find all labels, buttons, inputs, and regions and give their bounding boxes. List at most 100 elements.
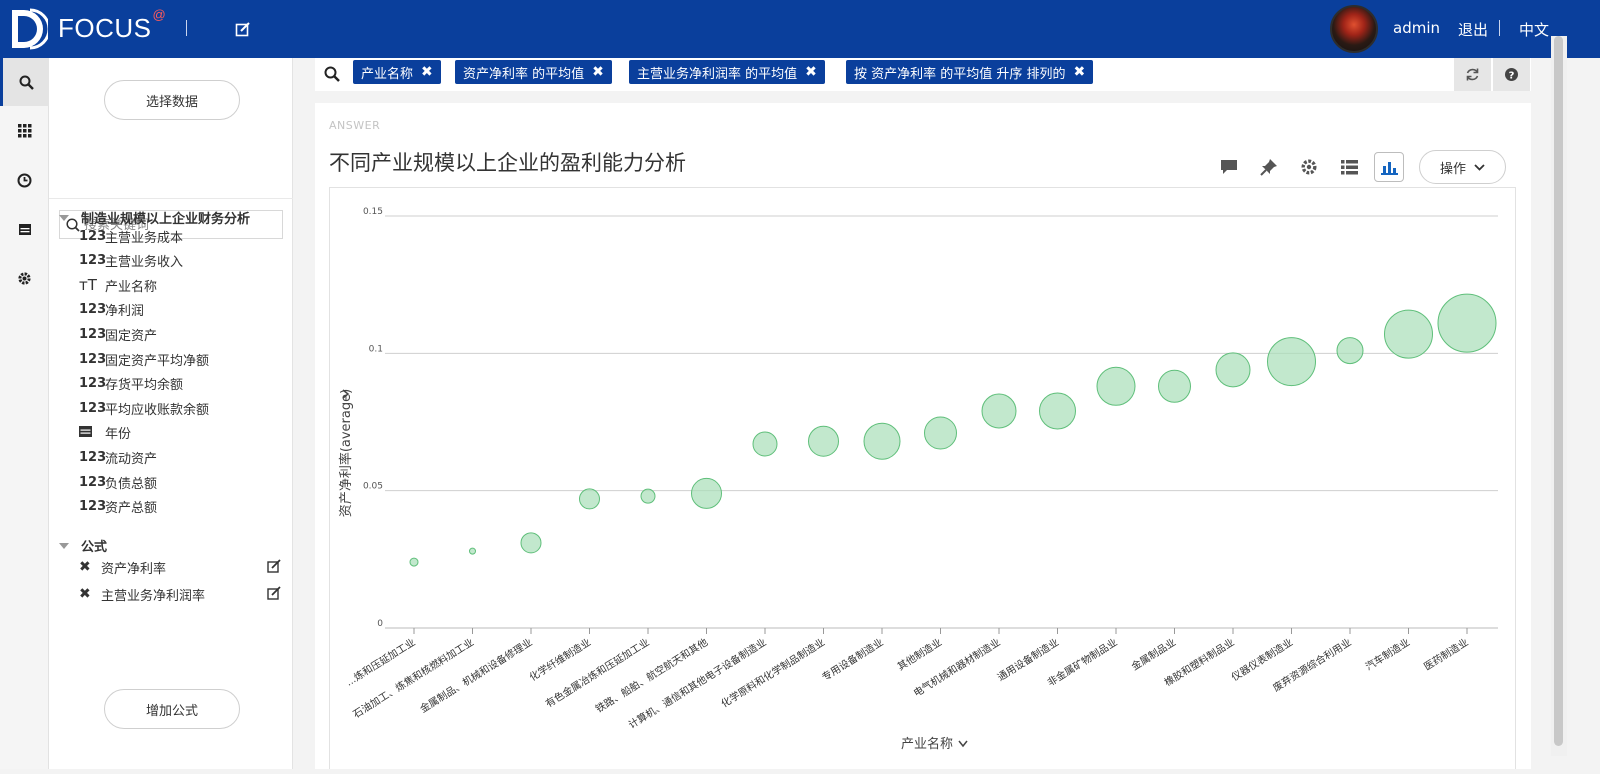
rail-calendar[interactable] xyxy=(0,205,49,253)
x-tick-label: 其他制造业 xyxy=(895,636,944,674)
field-item[interactable]: 123 固定资产平均净额 xyxy=(79,349,209,369)
page-scrollbar[interactable] xyxy=(1551,36,1567,756)
panel-divider xyxy=(49,198,293,199)
query-chip-label: 按 资产净利率 的平均值 升序 排列的 xyxy=(854,66,1066,82)
remove-chip-icon[interactable]: ✖ xyxy=(421,64,433,80)
data-bubble xyxy=(409,557,419,567)
list-icon xyxy=(1340,159,1358,174)
data-bubble xyxy=(640,488,656,504)
username[interactable]: admin xyxy=(1393,19,1440,37)
comment-button[interactable] xyxy=(1214,152,1244,182)
list-view-button[interactable] xyxy=(1334,152,1364,182)
search-icon[interactable] xyxy=(324,66,340,82)
language-switch[interactable]: 中文 xyxy=(1519,21,1550,39)
remove-chip-icon[interactable]: ✖ xyxy=(592,64,604,80)
pin-button[interactable] xyxy=(1254,152,1284,182)
operations-dropdown[interactable]: 操作 xyxy=(1419,150,1506,184)
field-item[interactable]: 123 固定资产 xyxy=(79,324,157,344)
field-item[interactable]: 123 流动资产 xyxy=(79,447,157,467)
numeric-type-icon: 123 xyxy=(79,302,107,318)
query-chip-label: 资产净利率 的平均值 xyxy=(463,66,585,82)
chart-container: 0 0.05 0.1 0.15 ...炼和压延加工业 石油加工、炼焦和核燃料加工业 金属制品… xyxy=(329,187,1516,769)
clock-icon xyxy=(17,173,32,187)
keyword-search-input[interactable] xyxy=(84,215,274,235)
field-item[interactable]: 123 平均应收账款余额 xyxy=(79,398,209,418)
top-header: FOCUS@ admin 退出 中文 xyxy=(0,0,1600,58)
settings-button[interactable] xyxy=(1294,152,1324,182)
bar-chart-icon xyxy=(1380,161,1398,175)
answer-card: ANSWER 不同产业规模以上企业的盈利能力分析 操作 0 0.05 xyxy=(315,103,1531,769)
edit-formula-icon[interactable] xyxy=(267,586,281,600)
edit-formula-icon[interactable] xyxy=(267,559,281,573)
select-data-button[interactable]: 选择数据 xyxy=(104,80,240,120)
focus-logo-icon[interactable] xyxy=(10,8,48,50)
field-name: 产业名称 xyxy=(105,279,158,295)
edit-icon[interactable] xyxy=(235,21,251,37)
formula-item[interactable]: ✖ 主营业务净利润率 xyxy=(79,584,281,604)
data-bubble xyxy=(752,431,778,457)
user-avatar[interactable] xyxy=(1330,5,1378,53)
collapse-triangle-icon xyxy=(59,214,69,221)
query-chip-label: 主营业务净利润率 的平均值 xyxy=(637,66,798,82)
query-chip[interactable]: 产业名称 ✖ xyxy=(353,60,441,84)
table-name: 制造业规模以上企业财务分析 xyxy=(81,212,251,227)
comment-icon xyxy=(1221,160,1237,174)
remove-chip-icon[interactable]: ✖ xyxy=(1073,64,1086,80)
data-bubble xyxy=(863,422,901,460)
data-bubble xyxy=(579,488,600,510)
field-name: 净利润 xyxy=(105,304,145,320)
refresh-button[interactable] xyxy=(1454,58,1491,91)
remove-chip-icon[interactable]: ✖ xyxy=(805,64,817,80)
x-axis-label: 产业名称 xyxy=(901,736,953,752)
numeric-type-icon: 123 xyxy=(79,400,107,416)
numeric-type-icon: 123 xyxy=(79,499,107,515)
help-button[interactable]: ? xyxy=(1493,58,1530,91)
chevron-down-icon[interactable] xyxy=(342,389,350,399)
query-chip[interactable]: 按 资产净利率 的平均值 升序 排列的 ✖ xyxy=(846,60,1094,84)
x-tick-label: 有色金属冶炼和压延加工业 xyxy=(543,636,652,711)
field-item[interactable]: 123 存货平均余额 xyxy=(79,374,183,394)
field-item[interactable]: 123 负债总额 xyxy=(79,472,157,492)
field-item[interactable]: 123 净利润 xyxy=(79,300,144,320)
bubble-chart: 00.050.10.15...炼和压延加工业石油加工、炼焦和核燃料加工业金属制品… xyxy=(338,207,1498,752)
rail-settings[interactable] xyxy=(0,254,49,302)
field-item[interactable]: 123 主营业务收入 xyxy=(79,251,183,271)
rail-history[interactable] xyxy=(0,156,49,204)
numeric-type-icon: 123 xyxy=(79,376,107,392)
rail-search[interactable] xyxy=(0,58,49,106)
formula-item[interactable]: ✖ 资产净利率 xyxy=(79,557,281,577)
delete-formula-icon[interactable]: ✖ xyxy=(79,586,91,602)
operations-label: 操作 xyxy=(1439,161,1466,177)
table-tree-header[interactable]: 制造业规模以上企业财务分析 xyxy=(59,208,250,227)
formula-name: 主营业务净利润率 xyxy=(101,588,206,604)
logout-link[interactable]: 退出 xyxy=(1458,21,1489,39)
field-item[interactable]: ᴛT 产业名称 xyxy=(79,275,157,295)
field-item[interactable]: 123 资产总额 xyxy=(79,497,157,517)
formula-header: 公式 xyxy=(81,540,108,555)
chevron-down-icon[interactable] xyxy=(958,740,968,748)
numeric-type-icon: 123 xyxy=(79,474,107,490)
x-tick-label: 化学原料和化学制品制造业 xyxy=(718,636,827,711)
rail-apps[interactable] xyxy=(0,107,49,155)
x-tick-label: 金属制品、机械和设备修理业 xyxy=(417,636,534,716)
numeric-type-icon: 123 xyxy=(79,449,107,465)
chart-view-button[interactable] xyxy=(1374,152,1404,182)
scrollbar-thumb[interactable] xyxy=(1554,36,1563,746)
svg-text:?: ? xyxy=(1509,71,1515,82)
query-chip[interactable]: 资产净利率 的平均值 ✖ xyxy=(455,60,612,84)
data-bubble xyxy=(1215,352,1251,388)
add-formula-button[interactable]: 增加公式 xyxy=(104,689,240,729)
data-bubble xyxy=(1039,392,1076,430)
field-name: 资产总额 xyxy=(105,501,158,517)
data-bubble xyxy=(691,477,722,509)
data-bubble xyxy=(1267,337,1316,387)
delete-formula-icon[interactable]: ✖ xyxy=(79,559,91,575)
field-item[interactable]: 年份 xyxy=(79,423,131,443)
chevron-down-icon xyxy=(1474,163,1485,171)
formula-tree-header[interactable]: 公式 xyxy=(59,536,107,555)
field-item[interactable]: 123 主营业务成本 xyxy=(79,226,183,246)
answer-title: 不同产业规模以上企业的盈利能力分析 xyxy=(329,151,686,175)
numeric-type-icon: 123 xyxy=(79,326,107,342)
query-chip[interactable]: 主营业务净利润率 的平均值 ✖ xyxy=(629,60,825,84)
